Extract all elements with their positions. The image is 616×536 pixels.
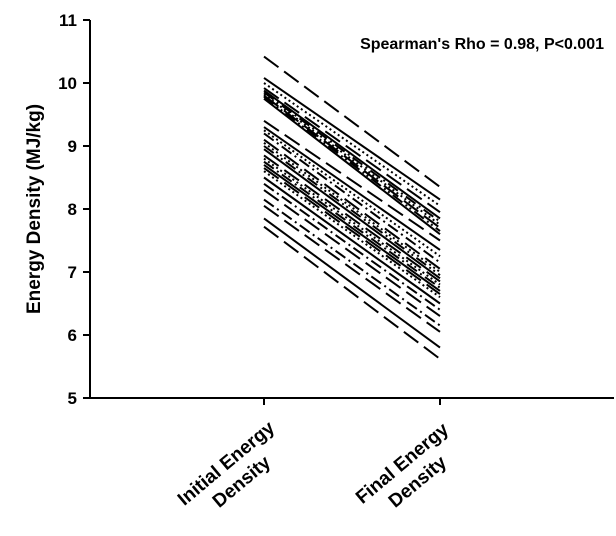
correlation-annotation: Spearman's Rho = 0.98, P<0.001 bbox=[360, 36, 604, 53]
series-line-9 bbox=[263, 96, 441, 232]
series-layer bbox=[263, 55, 441, 360]
series-line-5 bbox=[263, 89, 441, 220]
series-line-12 bbox=[263, 126, 441, 251]
series-line-1 bbox=[263, 55, 441, 188]
series-line-29 bbox=[263, 205, 441, 333]
x-tick-label: Final EnergyDensity bbox=[352, 419, 469, 527]
series-line-16 bbox=[263, 142, 441, 273]
series-line-20 bbox=[263, 157, 441, 286]
series-line-21 bbox=[263, 160, 441, 289]
series-line-26 bbox=[263, 182, 441, 311]
series-line-7 bbox=[263, 93, 441, 226]
y-tick-label: 8 bbox=[68, 200, 77, 219]
series-line-4 bbox=[263, 87, 441, 213]
series-line-11 bbox=[263, 119, 441, 242]
series-line-13 bbox=[263, 129, 441, 258]
series-line-15 bbox=[263, 138, 441, 270]
y-tick-label: 7 bbox=[68, 263, 77, 282]
x-ticks: Initial EnergyDensity Final EnergyDensity bbox=[174, 398, 469, 528]
series-line-19 bbox=[263, 154, 441, 283]
series-line-27 bbox=[263, 189, 441, 317]
series-line-3 bbox=[263, 82, 441, 207]
y-tick-label: 11 bbox=[59, 11, 77, 30]
series-line-28 bbox=[263, 198, 441, 327]
series-line-17 bbox=[263, 145, 441, 276]
series-line-2 bbox=[263, 77, 441, 201]
series-line-10 bbox=[263, 97, 441, 235]
x-tick-label: Initial EnergyDensity bbox=[174, 417, 295, 528]
series-line-18 bbox=[263, 148, 441, 280]
y-axis-label: Energy Density (MJ/kg) bbox=[24, 104, 45, 314]
series-line-31 bbox=[263, 225, 441, 360]
y-tick-label: 10 bbox=[58, 74, 77, 93]
series-line-25 bbox=[263, 176, 441, 305]
y-tick-label: 9 bbox=[68, 137, 77, 156]
series-line-8 bbox=[263, 94, 441, 229]
series-line-14 bbox=[263, 132, 441, 264]
y-ticks: 5 6 7 8 9 10 11 bbox=[58, 11, 90, 408]
series-line-22 bbox=[263, 164, 441, 292]
series-line-30 bbox=[263, 217, 441, 349]
y-tick-label: 5 bbox=[68, 389, 77, 408]
y-tick-label: 6 bbox=[68, 326, 77, 345]
series-line-6 bbox=[263, 91, 441, 223]
series-line-24 bbox=[263, 170, 441, 299]
series-line-23 bbox=[263, 167, 441, 295]
